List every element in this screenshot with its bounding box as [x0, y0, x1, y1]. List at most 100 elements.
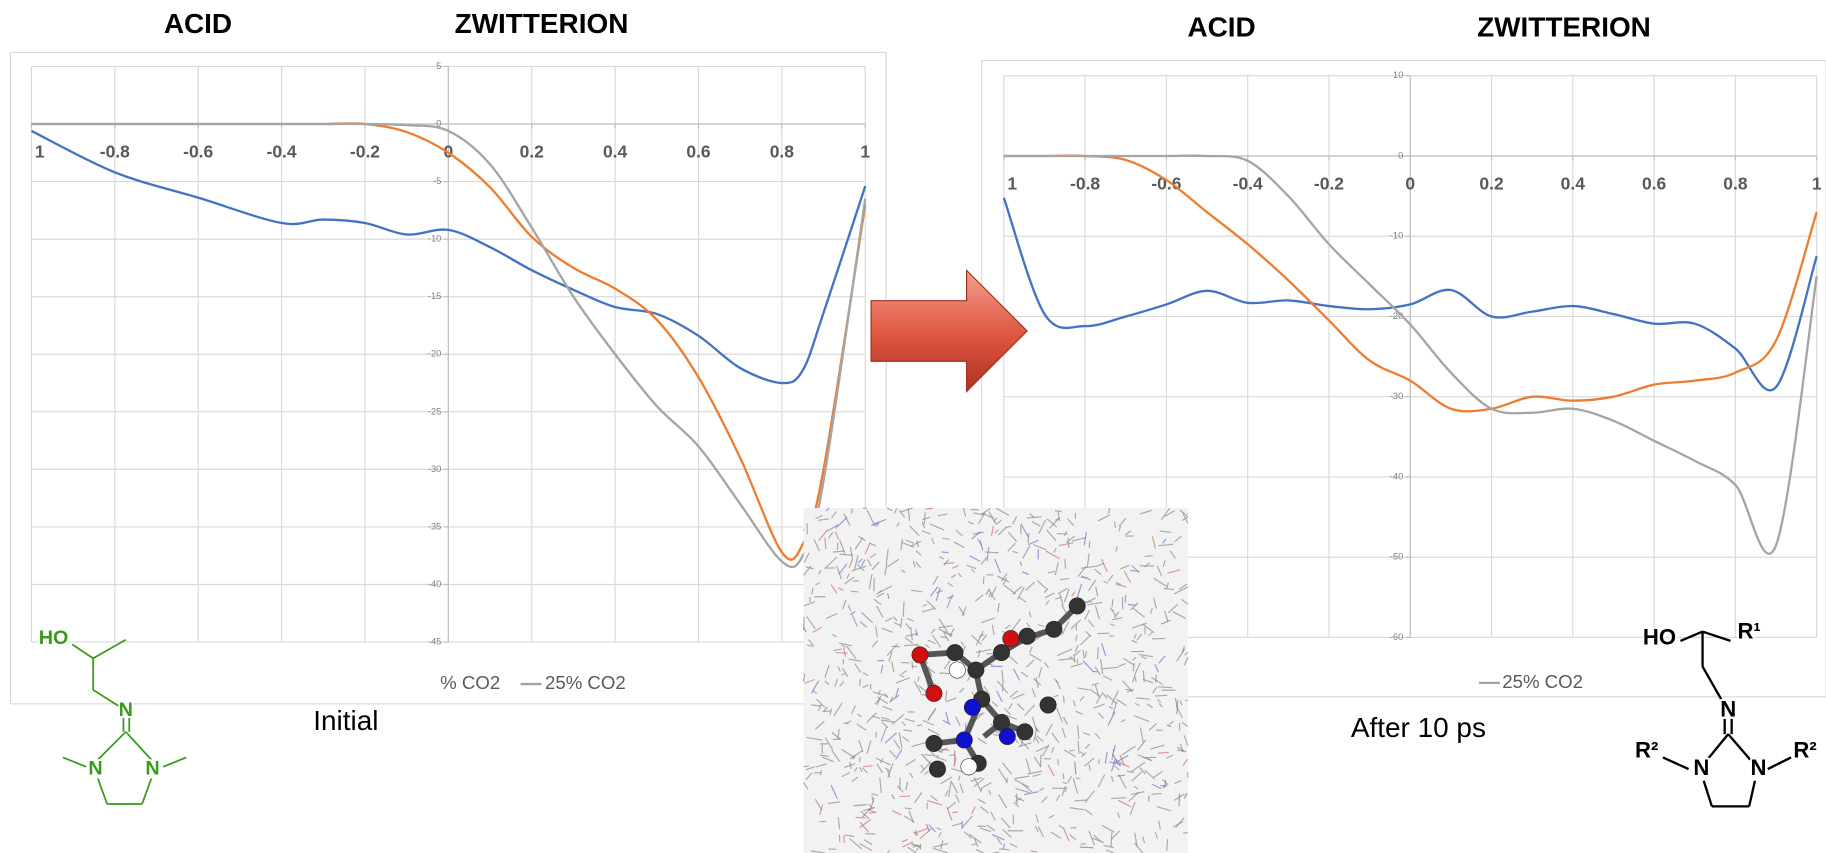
atom-label: N	[1720, 697, 1736, 722]
solvent-bond	[851, 591, 859, 592]
x-tick-label: 0.4	[603, 142, 628, 162]
y-tick-label: -5	[433, 176, 441, 186]
x-tick-label: 0.4	[1561, 174, 1586, 194]
solvent-bond	[856, 817, 866, 818]
atom-label: N	[1750, 755, 1766, 780]
x-tick-label: 1	[860, 142, 870, 162]
solvent-bond	[940, 673, 950, 674]
atom	[912, 647, 928, 663]
atom-label: N	[119, 699, 133, 721]
x-tick-label: -0.8	[100, 142, 130, 162]
y-tick-label: -10	[428, 234, 441, 244]
region-label: ZWITTERION	[455, 8, 629, 39]
y-tick-label: -15	[428, 291, 441, 301]
atom-label: R¹	[1737, 619, 1760, 644]
y-tick-label: -20	[428, 349, 441, 359]
x-tick-label: 0.8	[770, 142, 795, 162]
structure-bond	[1707, 734, 1728, 760]
solvent-bond	[941, 637, 946, 638]
solvent-bond	[944, 563, 954, 564]
y-tick-label: 5	[436, 61, 441, 71]
atom	[968, 662, 984, 678]
atom	[929, 761, 945, 777]
solvent-bond	[1183, 833, 1188, 834]
figure: 50-5-10-15-20-25-30-35-40-451-0.8-0.6-0.…	[0, 0, 1826, 853]
atom-label: R²	[1635, 737, 1658, 762]
solvent-bond	[804, 617, 805, 630]
y-tick-label: -40	[428, 579, 441, 589]
atom	[947, 644, 963, 660]
atom-label: N	[88, 757, 102, 779]
solvent-bond	[1116, 775, 1125, 776]
solvent-bond	[1071, 827, 1077, 828]
atom	[993, 644, 1009, 660]
x-tick-label: -0.6	[1151, 174, 1181, 194]
solvent-bond	[1080, 847, 1094, 848]
solvent-bond	[1111, 798, 1126, 799]
solvent-bond	[1109, 636, 1114, 637]
y-tick-label: -30	[1390, 391, 1403, 401]
x-tick-label: -0.4	[267, 142, 297, 162]
x-tick-label: 1	[1812, 174, 1822, 194]
caption: Initial	[313, 705, 378, 736]
solvent-bond	[1003, 680, 1004, 692]
atom-label: HO	[39, 627, 69, 649]
legend-label: % CO2	[440, 672, 500, 693]
atom-label: HO	[1643, 624, 1676, 649]
solvent-bond	[1130, 570, 1139, 571]
atom	[1069, 598, 1085, 614]
caption: After 10 ps	[1351, 712, 1486, 743]
solvent-bond	[1152, 638, 1165, 639]
x-tick-label: 0.8	[1723, 174, 1748, 194]
solvent-bond	[1080, 844, 1086, 845]
structure-bond	[163, 757, 186, 766]
solvent-bond	[1151, 794, 1161, 795]
atom-label: R²	[1793, 737, 1816, 762]
x-tick-label: 1	[35, 142, 45, 162]
solvent-bond	[1155, 695, 1167, 696]
x-tick-label: 0	[1405, 174, 1415, 194]
y-tick-label: 10	[1393, 70, 1403, 80]
x-tick-label: -0.2	[1314, 174, 1344, 194]
structure-bond	[98, 732, 126, 760]
y-tick-label: -45	[428, 637, 441, 647]
solvent-bond	[1099, 759, 1100, 764]
solvent-bond	[1179, 794, 1180, 806]
structure-bond	[63, 757, 86, 766]
atom	[1040, 697, 1056, 713]
x-tick-label: -0.6	[183, 142, 213, 162]
legend-label: 25% CO2	[545, 672, 626, 693]
solvent-bond	[1063, 773, 1064, 779]
atom	[1019, 628, 1035, 644]
solvent-bond	[1055, 511, 1062, 512]
atom	[1017, 724, 1033, 740]
structure-bond	[98, 778, 107, 804]
atom-label: N	[1693, 755, 1709, 780]
structure-bond	[142, 778, 151, 804]
structure-bond	[1749, 781, 1755, 807]
atom-label: N	[145, 757, 159, 779]
y-tick-label: -60	[1390, 632, 1403, 642]
x-tick-label: 0.6	[1642, 174, 1667, 194]
atom	[1046, 621, 1062, 637]
solvent-bond	[1160, 785, 1167, 786]
atom	[999, 728, 1015, 744]
x-tick-label: 1	[1007, 174, 1017, 194]
solvent-bond	[836, 652, 847, 653]
y-tick-label: -25	[428, 406, 441, 416]
solvent-bond	[1028, 533, 1029, 543]
solvent-bond	[863, 766, 872, 767]
solvent-bond	[804, 766, 809, 767]
solvent-bond	[1112, 599, 1113, 607]
y-tick-label: -10	[1390, 231, 1403, 241]
structure-bond	[1768, 757, 1791, 769]
y-tick-label: -50	[1390, 552, 1403, 562]
solvent-bond	[1145, 556, 1153, 557]
x-tick-label: 0.2	[520, 142, 545, 162]
x-tick-label: -0.4	[1233, 174, 1263, 194]
y-tick-label: -40	[1390, 471, 1403, 481]
atom	[926, 735, 942, 751]
x-tick-label: 0.6	[686, 142, 711, 162]
region-label: ACID	[1187, 12, 1255, 43]
y-tick-label: -30	[428, 464, 441, 474]
